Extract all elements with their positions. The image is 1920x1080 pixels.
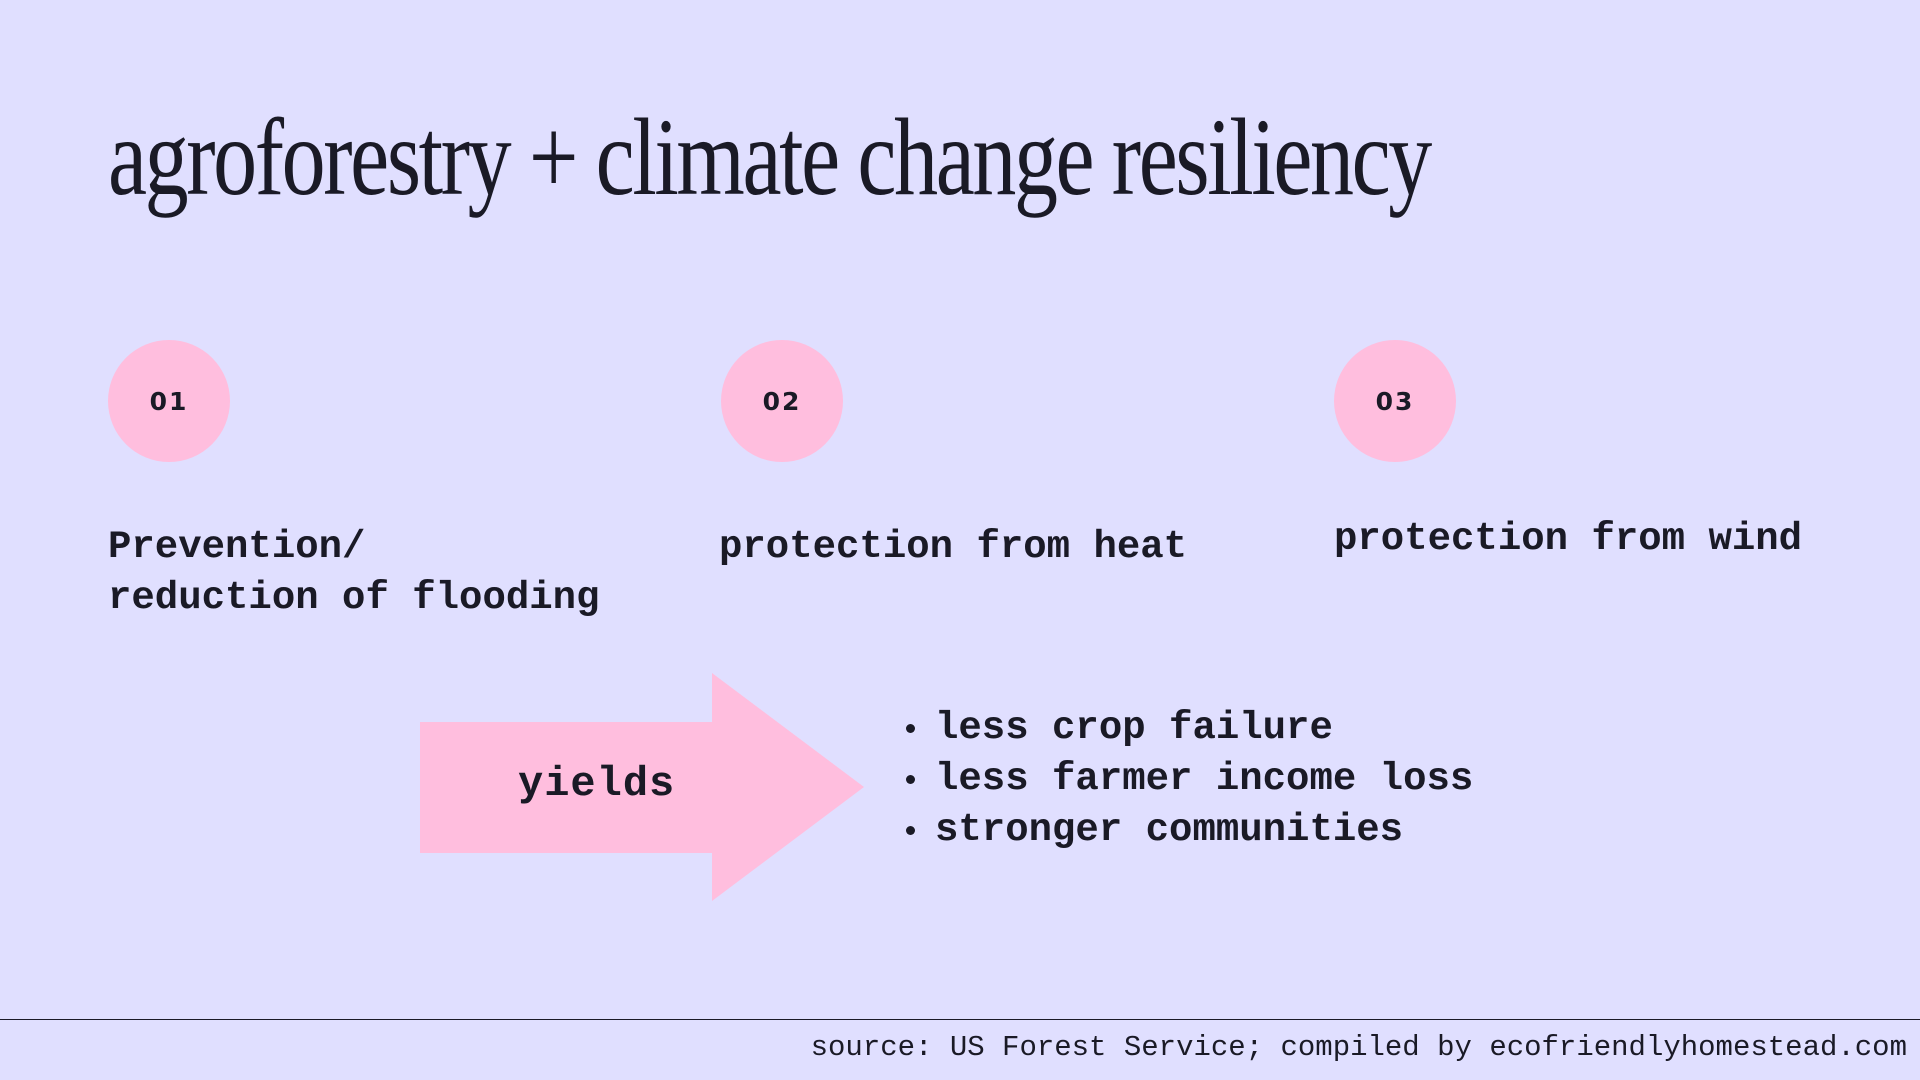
source-citation: source: US Forest Service; compiled by e… (810, 1031, 1907, 1064)
outcomes-list: less crop failure less farmer income los… (900, 703, 1473, 856)
bullet-icon (906, 724, 915, 733)
list-item: less farmer income loss (900, 754, 1473, 805)
arrow-label: yields (518, 760, 676, 808)
item-number: 01 (149, 386, 189, 416)
bullet-icon (906, 775, 915, 784)
list-item: stronger communities (900, 805, 1473, 856)
item-label-02: protection from heat (719, 522, 1187, 573)
item-number: 03 (1375, 386, 1415, 416)
item-label-line: reduction of flooding (108, 576, 600, 620)
item-label-line: protection from heat (719, 525, 1188, 569)
item-label-line: Prevention/ (108, 525, 366, 569)
item-number-badge-01: 01 (108, 340, 230, 462)
list-item-text: less farmer income loss (935, 757, 1474, 801)
right-arrow-icon (420, 673, 864, 901)
yields-arrow: yields (420, 673, 864, 901)
item-number: 02 (762, 386, 802, 416)
list-item-text: less crop failure (935, 706, 1333, 750)
bullet-icon (906, 826, 915, 835)
list-item: less crop failure (900, 703, 1473, 754)
list-item-text: stronger communities (935, 808, 1404, 852)
slide-title: agroforestry + climate change resiliency (108, 96, 1432, 218)
item-label-03: protection from wind (1334, 514, 1802, 565)
item-label-01: Prevention/ reduction of flooding (108, 522, 599, 624)
item-number-badge-03: 03 (1334, 340, 1456, 462)
item-label-line: protection from wind (1334, 517, 1803, 561)
item-number-badge-02: 02 (721, 340, 843, 462)
footer-divider (0, 1019, 1920, 1020)
